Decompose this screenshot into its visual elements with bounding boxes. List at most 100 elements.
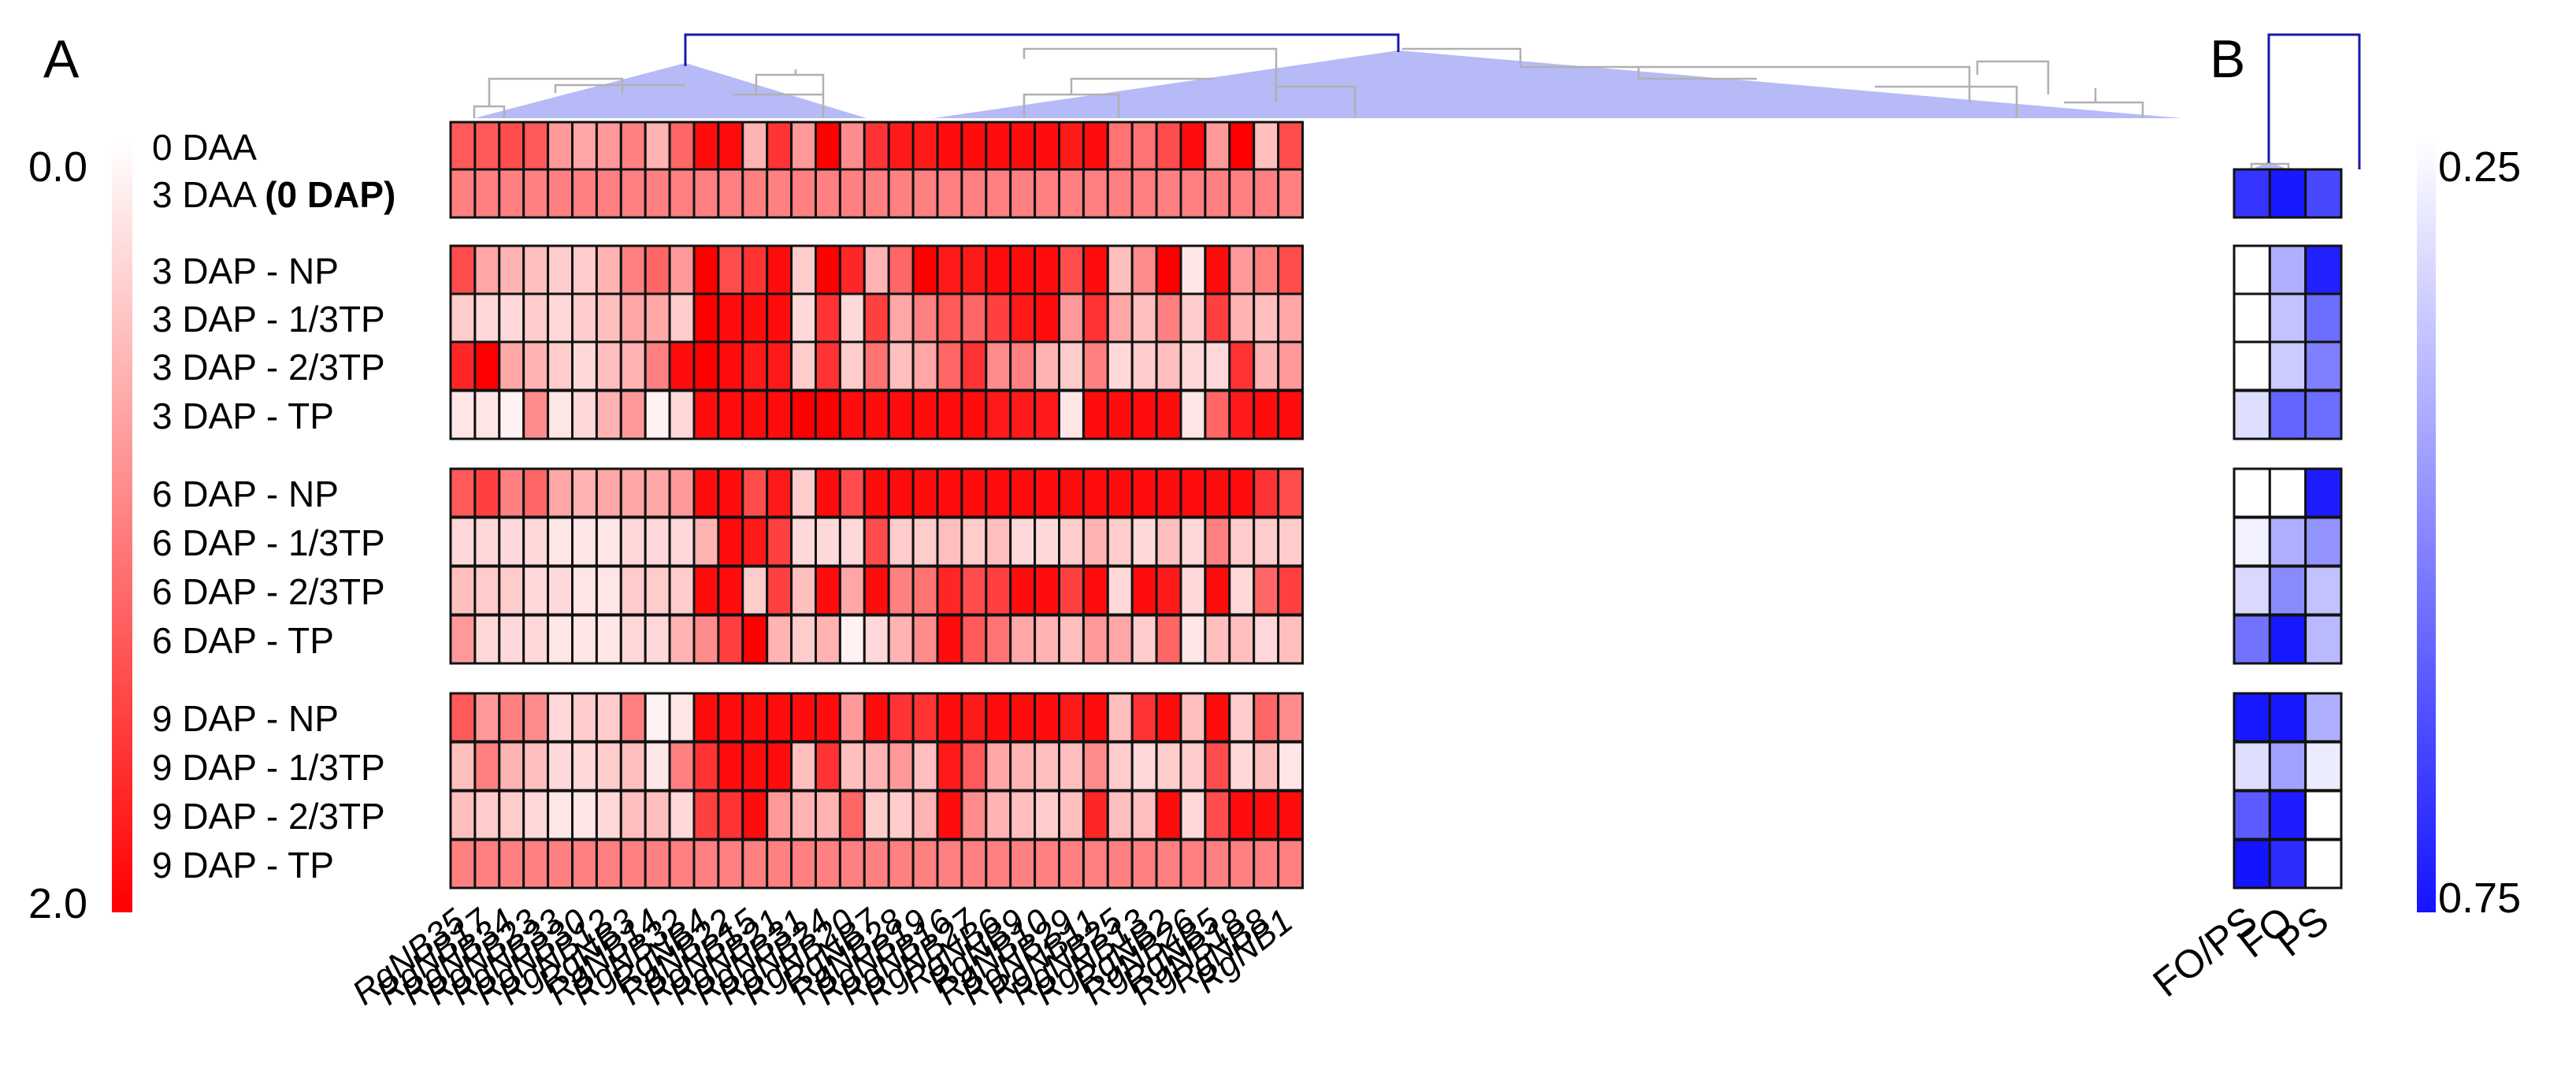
heatmap-a-cell	[571, 168, 598, 219]
heatmap-a-cell	[1253, 565, 1280, 616]
heatmap-a-cell	[985, 789, 1012, 841]
row-label: 6 DAP - 1/3TP	[152, 522, 385, 563]
heatmap-a-cell	[473, 741, 501, 792]
heatmap-a-cell	[498, 565, 525, 616]
heatmap-a-cell	[887, 565, 915, 616]
heatmap-a-cell	[1228, 244, 1256, 295]
heatmap-a-cell	[1034, 244, 1060, 295]
heatmap-a-cell	[1277, 838, 1304, 890]
heatmap-a-cell	[838, 244, 866, 295]
heatmap-a-cell	[595, 692, 622, 743]
heatmap-a-cell	[692, 789, 720, 841]
heatmap-a-cell	[1204, 168, 1231, 219]
heatmap-a-cell	[1253, 121, 1280, 172]
heatmap-a-cell	[644, 838, 671, 890]
heatmap-a-cell	[1155, 614, 1182, 665]
heatmap-a-cell	[1228, 516, 1256, 567]
heatmap-b-cell	[2233, 244, 2271, 295]
heatmap-a-cell	[815, 340, 841, 392]
heatmap-a-cell	[619, 121, 647, 172]
heatmap-a-cell	[668, 467, 696, 518]
heatmap-a-cell	[498, 614, 525, 665]
heatmap-a-cell	[790, 340, 817, 392]
heatmap-a-cell	[1277, 741, 1304, 792]
heatmap-a-cell	[766, 565, 793, 616]
heatmap-a-cell	[838, 614, 866, 665]
heatmap-a-cell	[498, 789, 525, 841]
heatmap-a-cell	[815, 389, 841, 440]
colorbar-b-bar	[2417, 140, 2436, 912]
heatmap-a-cell	[449, 292, 477, 344]
heatmap-a-cell	[692, 467, 720, 518]
heatmap-a-cell	[668, 516, 696, 567]
heatmap-a-cell	[1155, 244, 1182, 295]
heatmap-a-cell	[936, 692, 963, 743]
heatmap-a-cell	[1106, 340, 1134, 392]
heatmap-a-cell	[717, 516, 744, 567]
heatmap-a-cell	[473, 614, 501, 665]
heatmap-a-cell	[1082, 244, 1109, 295]
heatmap-a-cell	[1034, 838, 1060, 890]
heatmap-b-cell	[2268, 292, 2307, 344]
heatmap-a-cell	[766, 741, 793, 792]
dendrogram-branch	[1402, 47, 1522, 67]
heatmap-a-cell	[619, 516, 647, 567]
heatmap-a-cell	[1155, 838, 1182, 890]
heatmap-a-cell	[1204, 340, 1231, 392]
heatmap-a-cell	[1228, 741, 1256, 792]
row-label: 6 DAP - TP	[152, 620, 334, 661]
heatmap-a-cell	[1253, 789, 1280, 841]
heatmap-a-cell	[1130, 292, 1158, 344]
heatmap-a-cell	[936, 614, 963, 665]
heatmap-a-cell	[766, 340, 793, 392]
heatmap-a-cell	[717, 244, 744, 295]
heatmap-a-cell	[1130, 168, 1158, 219]
heatmap-a-cell	[1034, 168, 1060, 219]
heatmap-a-cell	[644, 340, 671, 392]
heatmap-a-cell	[547, 389, 573, 440]
heatmap-a-cell	[863, 614, 890, 665]
heatmap-a-cell	[1130, 789, 1158, 841]
heatmap-a-cell	[1009, 565, 1037, 616]
heatmap-a-cell	[985, 389, 1012, 440]
heatmap-a-cell	[863, 292, 890, 344]
heatmap-a-cell	[1130, 692, 1158, 743]
heatmap-a-cell	[692, 614, 720, 665]
heatmap-a-cell	[619, 168, 647, 219]
heatmap-a-cell	[717, 121, 744, 172]
heatmap-a-cell	[838, 389, 866, 440]
heatmap-a-cell	[1204, 838, 1231, 890]
heatmap-a-cell	[960, 389, 988, 440]
heatmap-b-cell	[2268, 838, 2307, 890]
heatmap-a-cell	[838, 467, 866, 518]
heatmap-a-cell	[766, 467, 793, 518]
heatmap-a-cell	[1228, 121, 1256, 172]
heatmap-a-cell	[644, 292, 671, 344]
heatmap-a-cell	[1253, 389, 1280, 440]
heatmap-a-cell	[1155, 168, 1182, 219]
heatmap-a-cell	[1058, 467, 1085, 518]
heatmap-b-cell	[2233, 692, 2271, 743]
heatmap-a-cell	[741, 168, 769, 219]
heatmap-a-cell	[1082, 389, 1109, 440]
heatmap-a-cell	[790, 292, 817, 344]
heatmap-a-cell	[473, 121, 501, 172]
heatmap-a-cell	[766, 244, 793, 295]
heatmap-a-cell	[1058, 244, 1085, 295]
heatmap-a-cell	[1277, 516, 1304, 567]
heatmap-a-cell	[498, 692, 525, 743]
heatmap-a-cell	[1130, 516, 1158, 567]
heatmap-a-cell	[498, 467, 525, 518]
heatmap-a-cell	[498, 340, 525, 392]
heatmap-a-cell	[1253, 292, 1280, 344]
heatmap-a-cell	[522, 614, 550, 665]
heatmap-a-cell	[692, 168, 720, 219]
heatmap-b-cell	[2304, 467, 2343, 518]
dendrogram-branch	[1023, 47, 1278, 102]
heatmap-a-cell	[449, 244, 477, 295]
heatmap-a-cell	[522, 789, 550, 841]
heatmap-a-cell	[887, 789, 915, 841]
heatmap-a-cell	[985, 614, 1012, 665]
heatmap-a-cell	[717, 838, 744, 890]
